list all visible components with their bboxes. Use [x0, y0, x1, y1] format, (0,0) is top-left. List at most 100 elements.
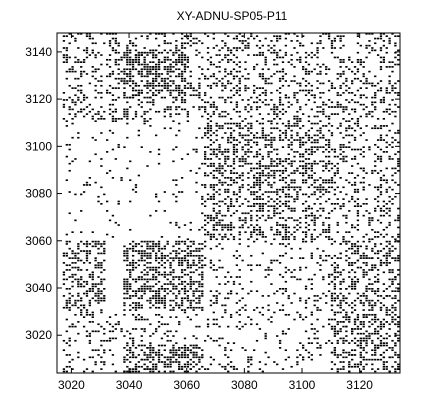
heatmap-cell	[290, 162, 293, 165]
heatmap-cell	[316, 87, 319, 89]
heatmap-cell	[126, 264, 129, 267]
heatmap-cell	[299, 106, 302, 108]
heatmap-cell	[85, 295, 89, 297]
heatmap-cell	[175, 358, 178, 361]
heatmap-cell	[276, 302, 279, 304]
heatmap-cell	[206, 129, 210, 132]
heatmap-cell	[376, 195, 380, 198]
heatmap-cell	[100, 245, 103, 248]
heatmap-cell	[224, 44, 227, 47]
heatmap-cell	[215, 323, 218, 326]
heatmap-cell	[149, 70, 152, 73]
heatmap-cell	[316, 309, 319, 311]
heatmap-cell	[82, 94, 86, 97]
heatmap-cell	[166, 58, 169, 61]
heatmap-cell	[215, 295, 218, 297]
heatmap-cell	[198, 361, 201, 363]
heatmap-cell	[371, 217, 374, 219]
heatmap-cell	[232, 283, 236, 285]
heatmap-cell	[215, 122, 218, 125]
heatmap-cell	[379, 250, 383, 252]
heatmap-cell	[261, 127, 264, 130]
heatmap-cell	[215, 148, 218, 151]
heatmap-cell	[111, 132, 115, 134]
heatmap-cell	[365, 33, 368, 35]
heatmap-cell	[157, 349, 161, 352]
heatmap-cell	[204, 233, 207, 236]
heatmap-cell	[152, 365, 155, 368]
heatmap-cell	[178, 113, 181, 115]
heatmap-cell	[204, 153, 207, 156]
heatmap-cell	[302, 181, 305, 184]
heatmap-cell	[336, 370, 339, 373]
heatmap-cell	[391, 356, 394, 359]
heatmap-cell	[201, 306, 204, 309]
heatmap-cell	[71, 285, 74, 288]
heatmap-cell	[250, 162, 253, 165]
heatmap-cell	[88, 54, 92, 56]
heatmap-cell	[394, 257, 397, 259]
heatmap-cell	[241, 288, 244, 290]
heatmap-cell	[97, 118, 100, 120]
heatmap-cell	[333, 271, 337, 274]
heatmap-cell	[224, 155, 227, 158]
heatmap-cell	[276, 108, 279, 111]
heatmap-cell	[209, 172, 213, 174]
heatmap-cell	[327, 33, 331, 35]
heatmap-cell	[198, 259, 201, 262]
heatmap-cell	[212, 47, 215, 49]
heatmap-cell	[336, 186, 339, 189]
heatmap-cell	[232, 94, 236, 97]
heatmap-cell	[319, 66, 322, 68]
heatmap-cell	[195, 181, 198, 184]
heatmap-cell	[258, 73, 262, 75]
heatmap-cell	[163, 40, 166, 42]
heatmap-cell	[255, 153, 259, 156]
heatmap-cell	[232, 47, 236, 49]
heatmap-cell	[224, 33, 227, 35]
heatmap-cell	[149, 240, 152, 243]
heatmap-cell	[325, 231, 328, 233]
heatmap-cell	[270, 120, 273, 123]
heatmap-cell	[287, 226, 290, 229]
heatmap-cell	[189, 228, 192, 231]
heatmap-cell	[88, 288, 92, 290]
heatmap-cell	[365, 288, 368, 290]
heatmap-cell	[100, 292, 103, 295]
heatmap-cell	[368, 304, 371, 307]
heatmap-cell	[359, 94, 362, 97]
heatmap-cell	[319, 106, 322, 108]
heatmap-cell	[169, 42, 172, 45]
heatmap-cell	[293, 155, 296, 158]
heatmap-cell	[160, 77, 164, 80]
heatmap-cell	[224, 368, 227, 370]
heatmap-cell	[342, 337, 345, 340]
heatmap-cell	[287, 205, 290, 208]
heatmap-cell	[152, 347, 155, 349]
heatmap-cell	[155, 134, 158, 137]
heatmap-cell	[247, 54, 250, 56]
heatmap-cell	[111, 87, 115, 89]
heatmap-cell	[178, 122, 181, 125]
heatmap-cell	[313, 299, 316, 302]
heatmap-cell	[253, 155, 256, 158]
heatmap-cell	[68, 299, 71, 302]
heatmap-cell	[247, 139, 250, 141]
heatmap-cell	[232, 179, 236, 182]
heatmap-cell	[284, 160, 288, 163]
heatmap-cell	[152, 66, 155, 68]
heatmap-cell	[365, 245, 368, 248]
heatmap-cell	[209, 148, 213, 151]
heatmap-cell	[149, 368, 152, 370]
heatmap-cell	[131, 306, 135, 309]
heatmap-cell	[333, 363, 337, 366]
heatmap-cell	[342, 299, 345, 302]
heatmap-cell	[330, 328, 334, 330]
heatmap-cell	[155, 278, 158, 281]
heatmap-cell	[273, 51, 276, 54]
heatmap-cell	[166, 66, 169, 68]
heatmap-cell	[304, 207, 308, 210]
heatmap-cell	[68, 247, 71, 250]
heatmap-cell	[163, 266, 166, 269]
heatmap-cell	[80, 84, 83, 87]
